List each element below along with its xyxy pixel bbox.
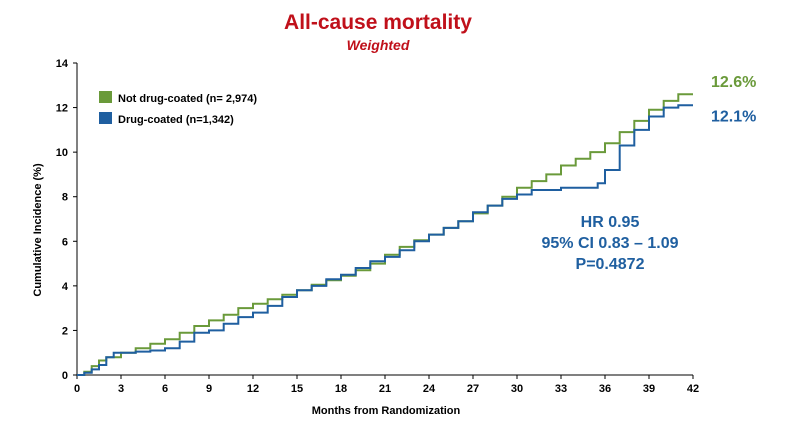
legend-swatch (99, 91, 112, 103)
x-tick-label: 33 (555, 383, 567, 395)
x-tick-label: 6 (162, 383, 168, 395)
y-axis-label: Cumulative Incidence (%) (32, 163, 44, 297)
y-tick-label: 12 (56, 103, 68, 115)
hazard-ratio-annotation: HR 0.95 95% CI 0.83 – 1.09 P=0.4872 (542, 214, 679, 273)
x-axis-label: Months from Randomization (312, 405, 461, 417)
y-tick-label: 6 (62, 236, 68, 248)
annotation-line: HR 0.95 (581, 214, 640, 231)
y-tick-label: 2 (62, 325, 68, 337)
x-tick-label: 27 (467, 383, 479, 395)
y-tick-label: 0 (62, 370, 68, 382)
series-line-drug-coated (77, 104, 693, 376)
x-tick-label: 36 (599, 383, 611, 395)
x-tick-label: 39 (643, 383, 655, 395)
chart-title: All-cause mortality (284, 11, 472, 34)
x-tick-label: 18 (335, 383, 347, 395)
x-tick-label: 9 (206, 383, 212, 395)
y-tick-label: 8 (62, 192, 68, 204)
series-end-label: 12.1% (711, 108, 756, 125)
chart-subtitle: Weighted (347, 37, 410, 53)
legend-swatch (99, 112, 112, 124)
series-layer: 12.6% 12.1% (77, 74, 756, 376)
y-tick-label: 4 (62, 281, 69, 293)
x-tick-label: 24 (423, 383, 436, 395)
legend-label: Drug-coated (n=1,342) (118, 114, 234, 126)
x-tick-label: 12 (247, 383, 259, 395)
series-end-label: 12.6% (711, 74, 756, 91)
x-tick-label: 30 (511, 383, 523, 395)
x-tick-label: 3 (118, 383, 124, 395)
y-tick-label: 14 (56, 58, 69, 70)
legend-label: Not drug-coated (n= 2,974) (118, 93, 257, 105)
annotation-line: P=0.4872 (576, 256, 645, 273)
x-tick-label: 15 (291, 383, 303, 395)
x-tick-label: 0 (74, 383, 80, 395)
y-tick-label: 10 (56, 147, 68, 159)
x-tick-label: 42 (687, 383, 699, 395)
x-tick-label: 21 (379, 383, 391, 395)
annotation-line: 95% CI 0.83 – 1.09 (542, 235, 679, 252)
legend: Not drug-coated (n= 2,974) Drug-coated (n… (99, 91, 257, 126)
